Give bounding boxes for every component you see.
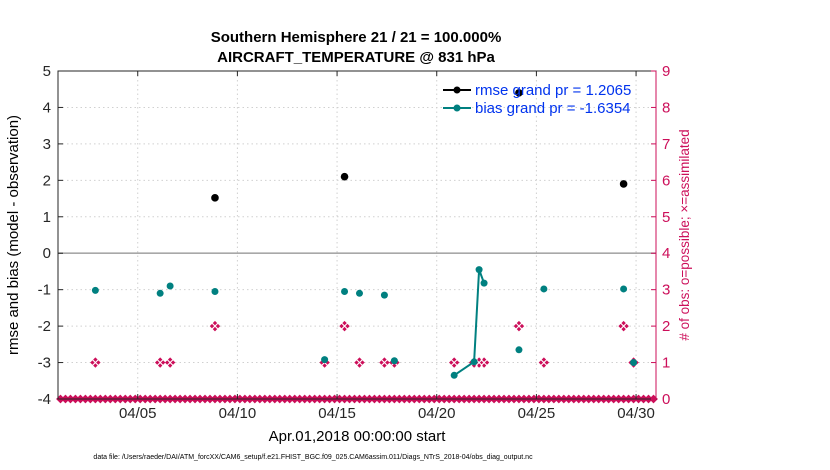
legend-rmse-label: rmse grand pr = 1.2065	[475, 82, 631, 99]
bias-point	[515, 346, 523, 354]
bias-point	[91, 286, 99, 294]
x-tick-label: 04/15	[318, 405, 356, 422]
obs-assimilated-marker	[156, 358, 164, 367]
obs-assimilated-marker	[480, 358, 488, 367]
y-axis-label-left: rmse and bias (model - observation)	[5, 115, 22, 355]
y-right-tick-label: 4	[662, 245, 670, 262]
chart-title: Southern Hemisphere 21 / 21 = 100.000%	[211, 29, 502, 46]
bias-point	[475, 266, 483, 274]
obs-assimilated-marker	[166, 358, 174, 367]
y-right-tick-label: 5	[662, 209, 670, 226]
bias-point	[540, 285, 548, 293]
obs-assimilated-marker	[515, 322, 523, 330]
x-axis-label: Apr.01,2018 00:00:00 start	[269, 428, 447, 445]
legend-bias-marker	[453, 104, 461, 112]
bias-point	[355, 289, 363, 297]
bias-point	[380, 291, 388, 299]
legend: rmse grand pr = 1.2065 bias grand pr = -…	[443, 82, 631, 117]
obs-assimilated-marker	[620, 322, 628, 330]
y-left-tick-label: -2	[38, 318, 51, 335]
chart-subtitle: AIRCRAFT_TEMPERATURE @ 831 hPa	[217, 49, 495, 66]
y-left-tick-label: 0	[43, 245, 51, 262]
obs-assimilated-marker	[450, 358, 458, 367]
bias-point	[211, 287, 219, 295]
bias-point	[166, 282, 174, 290]
rmse-point	[211, 194, 219, 202]
bias-point	[321, 356, 329, 364]
y-left-tick-label: 3	[43, 136, 51, 153]
rmse-point	[619, 180, 628, 188]
axis-ticks: 5 4 3 2 1 0 -1 -2 -3 -4 9 8 7 6 5 4 3 2 1 0 04/05 04/10 04/15 0…	[38, 63, 671, 422]
y-left-tick-label: -1	[38, 282, 51, 299]
y-right-tick-label: 1	[662, 355, 670, 372]
x-tick-label: 04/20	[418, 405, 456, 422]
legend-rmse-marker	[453, 86, 461, 94]
y-right-tick-label: 9	[662, 63, 670, 80]
bias-point	[390, 357, 398, 365]
bias-point	[620, 285, 628, 293]
x-tick-label: 04/30	[617, 405, 655, 422]
y-right-tick-label: 6	[662, 172, 670, 189]
y-left-tick-label: 1	[43, 209, 51, 226]
y-left-tick-label: -4	[38, 391, 51, 408]
bias-point	[480, 279, 488, 287]
rmse-point	[515, 89, 523, 97]
bias-line-segment	[453, 269, 486, 377]
x-tick-label: 04/10	[219, 405, 257, 422]
x-tick-label: 04/05	[119, 405, 157, 422]
obs-assimilated-marker	[380, 358, 388, 367]
y-right-tick-label: 3	[662, 282, 670, 299]
data-file-footnote: data file: /Users/raeder/DAI/ATM_forcXX/…	[93, 454, 533, 461]
obs-assimilated-marker	[340, 322, 349, 330]
y-left-tick-label: -3	[38, 355, 51, 372]
y-right-tick-label: 8	[662, 99, 670, 116]
bias-point	[470, 358, 478, 366]
x-tick-label: 04/25	[518, 405, 556, 422]
y-left-tick-label: 2	[43, 172, 51, 189]
obs-assimilated-marker	[355, 358, 364, 367]
bias-point	[156, 289, 164, 297]
y-right-tick-label: 2	[662, 318, 670, 335]
y-axis-label-right: # of obs: o=possible; ×=assimilated	[677, 129, 692, 340]
obs-assimilated-marker	[211, 322, 219, 330]
bias-point	[341, 287, 349, 295]
y-right-tick-label: 0	[662, 391, 670, 408]
y-left-tick-label: 4	[43, 99, 51, 116]
obs-assimilated-marker	[91, 358, 99, 367]
obs-assimilated-marker	[540, 358, 548, 367]
y-left-tick-label: 5	[43, 63, 51, 80]
y-right-tick-label: 7	[662, 136, 670, 153]
bias-point	[450, 371, 458, 379]
rmse-point	[340, 172, 349, 181]
legend-bias-label: bias grand pr = -1.6354	[475, 100, 631, 117]
bias-point	[630, 359, 638, 367]
